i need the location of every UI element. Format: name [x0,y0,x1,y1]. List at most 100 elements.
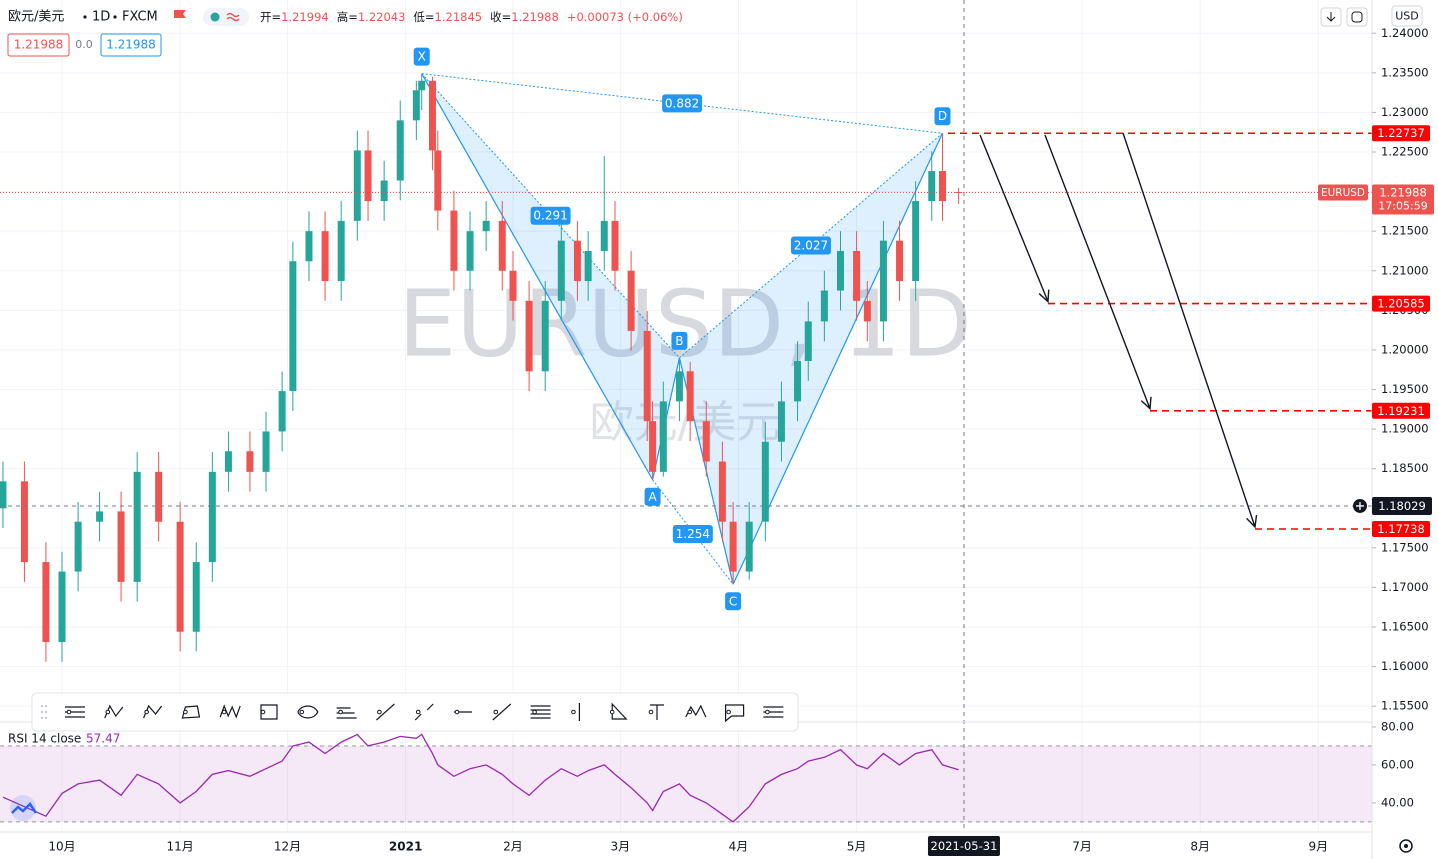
reset-button[interactable] [1346,7,1368,27]
candle-body [836,250,844,291]
candle-body [58,571,66,643]
last-price-label: 1.21988 [1379,186,1427,200]
tool-icon [260,704,278,720]
toolbar-button[interactable] [648,704,664,720]
toolbar-button[interactable] [219,704,241,719]
level-label-box [1372,402,1430,419]
logo-icon[interactable] [11,802,38,814]
candle-body [396,120,404,181]
point-label: A [648,490,657,504]
toolbar-button[interactable] [65,706,85,718]
toolbar-button[interactable] [181,705,201,719]
target-arrow [1122,132,1258,529]
candle-body [745,521,753,572]
candle-body [337,220,345,282]
last-price-box [1372,184,1434,215]
toolbar-button[interactable] [685,704,707,718]
tool-icon [650,704,664,720]
toolbar-button[interactable] [454,709,472,715]
toolbar-button[interactable] [530,705,551,719]
candle-body [289,261,297,392]
ask[interactable]: 1.21988 [106,38,156,52]
candle-body [192,562,200,632]
grip-dot [45,711,47,713]
candle-body [482,220,490,232]
target-arrow [979,134,1050,304]
arrow-down-icon [1326,12,1336,22]
tool-icon [414,703,434,721]
candle-body [600,220,608,251]
settings-icon[interactable] [1399,839,1413,853]
drawing-toolbar [31,692,799,732]
candle-body [42,562,50,643]
crosshair-price-box [1372,496,1432,515]
bid[interactable]: 1.21988 [14,38,64,52]
candle-body [573,240,581,282]
candle-body [466,231,474,271]
toolbar-button[interactable] [609,702,628,720]
candle-body [928,171,936,202]
top-right-buttons: USD [1320,5,1423,27]
ohlc-value: 1.22043 [358,10,406,24]
ratio-badge [790,236,831,255]
countdown: 17:05:59 [1378,200,1427,213]
reset-icon [1351,11,1363,23]
tool-handle [260,709,266,715]
toolbar-button[interactable] [336,707,357,719]
flag-icon[interactable] [174,10,186,18]
toolbar-panel [31,692,799,732]
candle-body [74,521,82,572]
candle-body [321,231,329,282]
level-label-box [1372,295,1430,312]
toolbar-button[interactable] [724,704,745,723]
y-tick-label: 1.18500 [1381,461,1429,475]
candle-body [418,80,426,91]
y-tick-label: 1.24000 [1381,26,1429,40]
toolbar-button[interactable] [376,703,395,721]
toolbar-button[interactable] [297,705,319,719]
candle-body [761,441,769,522]
currency[interactable]: USD [1395,10,1419,23]
toolbar-button[interactable] [143,704,163,719]
level-label: 1.17738 [1377,522,1425,536]
rsi-tick-label: 60.00 [1381,757,1414,771]
level-label: 1.19231 [1377,404,1425,418]
point-badge [671,331,688,350]
tool-icon [376,703,395,721]
candle-body [364,150,372,202]
candle-body [611,220,619,271]
currency-button[interactable] [1391,5,1423,27]
legend: 欧元/美元 1D FXCM 开=1.21994 高=1.22043 低=1.2184… [7,8,683,57]
plus-icon [1356,501,1364,510]
pattern-area [421,73,680,480]
tool-handle [299,709,305,715]
x-tick-label: 5月 [847,840,867,854]
buy-box[interactable] [100,33,162,57]
rsi-title: RSI 14 close [8,732,81,746]
delay-icon [226,12,240,22]
toolbar-button[interactable] [492,703,512,721]
ohlc-label: 低= [413,10,434,24]
y-tick-label: 1.16000 [1381,659,1429,673]
y-tick-label: 1.17000 [1381,580,1429,594]
toolbar-button[interactable] [260,704,278,720]
symbol: 欧元/美元 [8,10,64,25]
status-pill[interactable] [203,8,249,26]
toolbar-button[interactable] [763,706,784,718]
level-label-box [1372,520,1430,537]
candle-body [879,240,887,322]
candle-body [794,361,802,402]
candle-body [380,180,388,202]
candle-body [912,201,920,282]
candle-body [498,220,506,271]
sell-box[interactable] [7,33,70,57]
grid [0,0,1372,832]
symbol-label-box [1318,184,1368,201]
toolbar-button[interactable] [104,704,124,719]
candle-body [133,471,141,582]
y-tick-label: 1.19000 [1381,422,1429,436]
toolbar-button[interactable] [571,703,581,721]
toolbar-button[interactable] [414,703,434,721]
candle-body [278,391,286,432]
tool-handle [687,709,693,715]
